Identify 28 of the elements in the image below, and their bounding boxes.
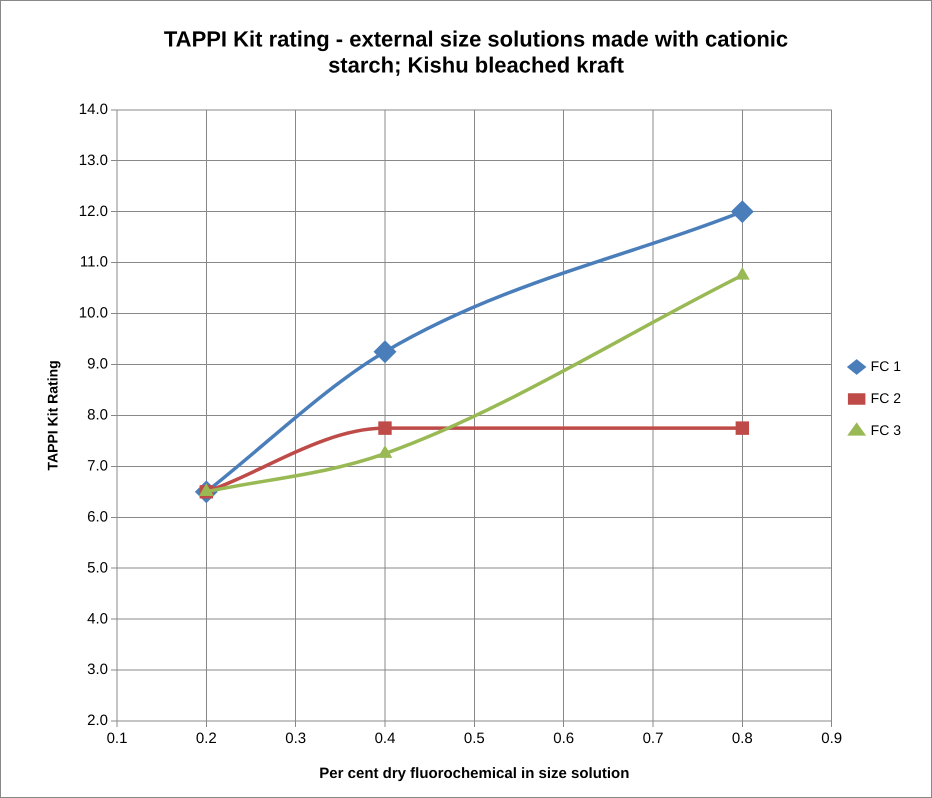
chart-title: TAPPI Kit rating - external size solutions made with cationic starch; Kishu bleached kraft	[164, 26, 788, 78]
x-tick-label: 0.7	[642, 730, 664, 748]
y-tick-label: 7.0	[87, 457, 108, 474]
y-tick-label: 9.0	[87, 356, 108, 373]
y-tick-label: 4.0	[87, 610, 108, 628]
legend-label: FC 1	[870, 358, 902, 374]
y-axis-title: TAPPI Kit Rating	[44, 360, 60, 470]
y-tick-label: 10.0	[78, 304, 108, 322]
y-tick-label: 2.0	[87, 712, 108, 730]
x-tick-label: 0.6	[553, 730, 574, 748]
y-tick-label: 13.0	[78, 152, 108, 169]
y-tick-label: 11.0	[80, 254, 108, 271]
x-tick-label: 0.1	[106, 730, 128, 748]
y-tick-label: 3.0	[87, 661, 108, 678]
y-tick-label: 5.0	[87, 559, 108, 576]
y-tick-label: 14.0	[78, 100, 108, 118]
x-tick-label: 0.3	[285, 730, 306, 748]
x-tick-label: 0.4	[374, 730, 396, 748]
y-tick-label: 8.0	[87, 406, 108, 424]
legend-label: FC 3	[870, 422, 902, 438]
legend-label: FC 2	[870, 390, 902, 406]
x-tick-label: 0.5	[464, 730, 485, 748]
y-tick-label: 12.0	[78, 202, 108, 220]
x-tick-label: 0.9	[821, 730, 842, 748]
y-tick-label: 6.0	[87, 508, 108, 526]
x-tick-label: 0.8	[732, 730, 753, 748]
x-tick-label: 0.2	[196, 730, 217, 748]
x-axis-title: Per cent dry fluorochemical in size solution	[319, 765, 630, 782]
